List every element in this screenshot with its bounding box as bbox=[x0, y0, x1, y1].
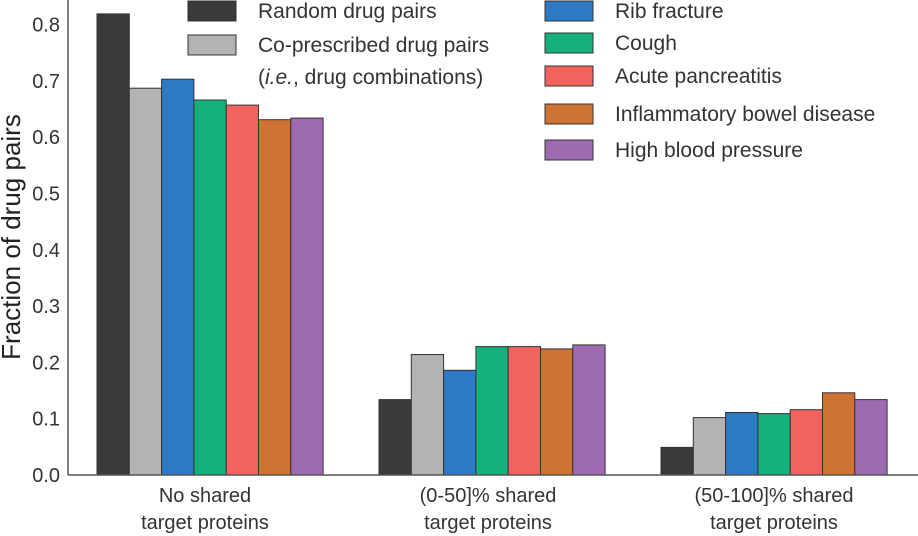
y-tick-label: 0.5 bbox=[32, 184, 60, 206]
legend-label-3: Cough bbox=[615, 32, 677, 55]
y-tick-label: 0.2 bbox=[32, 352, 60, 374]
y-tick-label: 0.4 bbox=[32, 240, 60, 262]
bar-3-2 bbox=[757, 413, 791, 476]
bar-6-0 bbox=[290, 117, 324, 476]
x-category-label: target proteins bbox=[424, 512, 552, 534]
bar-1-2 bbox=[692, 417, 727, 476]
y-tick-label: 0.6 bbox=[32, 127, 60, 149]
bar-6-1 bbox=[572, 344, 606, 476]
legend: Random drug pairs Co-prescribed drug pair… bbox=[187, 0, 875, 162]
bar-0-1 bbox=[378, 399, 412, 476]
legend-label-0: Random drug pairs bbox=[258, 0, 437, 23]
x-category-label: (0-50]% shared bbox=[420, 485, 557, 507]
y-tick-label: 0.1 bbox=[32, 409, 60, 431]
x-category-label: No shared bbox=[159, 485, 251, 507]
bar-2-0 bbox=[161, 78, 195, 476]
bar-5-1 bbox=[540, 348, 574, 476]
bar-6-2 bbox=[854, 399, 888, 476]
legend-swatch-0 bbox=[187, 0, 237, 22]
bar-1-0 bbox=[128, 87, 163, 476]
legend-label-5: Inflammatory bowel disease bbox=[615, 103, 875, 126]
bar-0-2 bbox=[660, 446, 694, 476]
legend-label-1-line2: (i.e., drug combinations) bbox=[258, 66, 483, 89]
bar-4-2 bbox=[789, 409, 824, 476]
y-ticks: 0.0 0.1 0.2 0.3 0.4 0.5 0.6 0.7 0.8 bbox=[32, 15, 60, 487]
x-category-label: target proteins bbox=[710, 512, 838, 534]
y-tick-label: 0.8 bbox=[32, 15, 60, 37]
bar-5-0 bbox=[258, 119, 292, 476]
y-tick-label: 0.3 bbox=[32, 296, 60, 318]
x-categories: No shared target proteins (0-50]% shared ta… bbox=[141, 485, 853, 534]
bar-3-1 bbox=[475, 346, 509, 476]
legend-label-1: Co-prescribed drug pairs bbox=[258, 34, 489, 57]
legend-swatch-4 bbox=[544, 65, 594, 87]
bar-0-0 bbox=[96, 13, 130, 476]
bars bbox=[96, 13, 888, 476]
legend-swatch-5 bbox=[544, 103, 594, 125]
legend-label-2: Rib fracture bbox=[615, 0, 724, 23]
y-tick-label: 0.0 bbox=[32, 465, 60, 487]
x-category-label: target proteins bbox=[141, 512, 269, 534]
bar-2-1 bbox=[443, 369, 477, 476]
bar-2-2 bbox=[725, 412, 759, 476]
bar-5-2 bbox=[822, 392, 856, 476]
legend-label-4: Acute pancreatitis bbox=[615, 65, 782, 88]
legend-swatch-3 bbox=[544, 32, 594, 54]
legend-swatch-1 bbox=[187, 34, 237, 56]
legend-label-6: High blood pressure bbox=[615, 139, 803, 162]
bar-3-0 bbox=[193, 99, 227, 476]
bar-4-1 bbox=[507, 346, 542, 476]
y-axis-title: Fraction of drug pairs bbox=[0, 114, 26, 360]
bar-1-1 bbox=[410, 354, 445, 476]
legend-swatch-2 bbox=[544, 0, 594, 22]
y-tick-label: 0.7 bbox=[32, 71, 60, 93]
x-category-label: (50-100]% shared bbox=[695, 485, 854, 507]
bar-4-0 bbox=[225, 104, 259, 476]
legend-swatch-6 bbox=[544, 139, 594, 161]
